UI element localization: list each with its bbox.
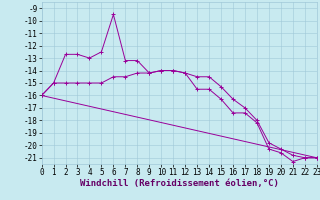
X-axis label: Windchill (Refroidissement éolien,°C): Windchill (Refroidissement éolien,°C) <box>80 179 279 188</box>
